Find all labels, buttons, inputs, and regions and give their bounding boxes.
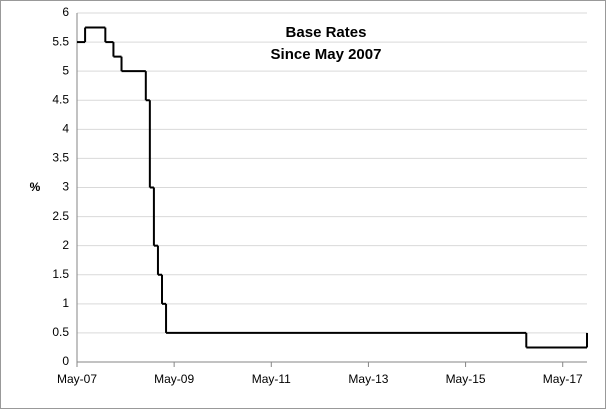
y-tick-label: 4 xyxy=(62,122,69,136)
x-tick-label: May-11 xyxy=(252,372,291,386)
x-tick-label: May-15 xyxy=(446,372,486,386)
y-tick-label: 2.5 xyxy=(52,209,69,223)
y-tick-label: 1.5 xyxy=(52,267,69,281)
x-tick-label: May-07 xyxy=(57,372,97,386)
y-tick-label: 0 xyxy=(62,354,69,368)
y-tick-label: 2 xyxy=(62,238,69,252)
y-tick-label: 1 xyxy=(62,296,69,310)
x-tick-label: May-17 xyxy=(543,372,583,386)
y-tick-label: 5.5 xyxy=(52,34,69,48)
y-tick-label: 0.5 xyxy=(52,325,69,339)
y-axis-label: % xyxy=(30,180,41,194)
y-tick-label: 3 xyxy=(62,180,69,194)
chart-title: Base Rates xyxy=(286,24,367,41)
x-tick-label: May-13 xyxy=(348,372,388,386)
y-tick-label: 4.5 xyxy=(52,92,69,106)
y-tick-label: 3.5 xyxy=(52,151,69,165)
chart-subtitle: Since May 2007 xyxy=(271,46,382,63)
y-tick-label: 5 xyxy=(62,63,69,77)
x-tick-label: May-09 xyxy=(154,372,194,386)
y-tick-label: 6 xyxy=(62,5,69,19)
